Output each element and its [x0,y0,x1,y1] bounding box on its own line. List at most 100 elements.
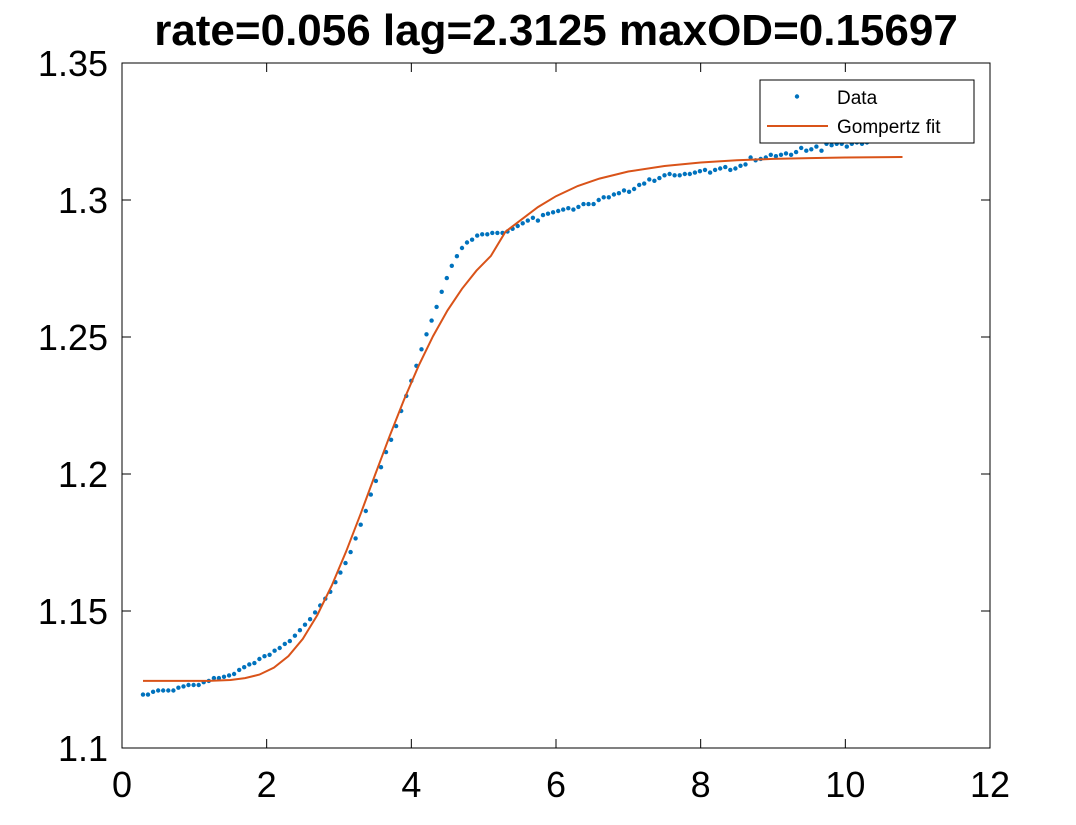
data-point [829,143,834,148]
data-point [515,223,520,229]
data-point [302,622,308,627]
data-point [520,221,525,226]
x-tick-label: 4 [401,764,421,805]
data-point [171,688,176,693]
data-point [799,145,804,151]
data-point [216,675,222,681]
data-point [535,218,541,223]
data-point [778,152,784,157]
data-point [145,692,151,697]
data-point [586,201,591,207]
data-point [495,230,500,236]
data-point [525,218,530,223]
data-point [677,173,682,178]
data-point [662,173,667,178]
data-point [556,208,561,214]
x-tick-label: 0 [112,764,132,805]
data-point [449,263,454,268]
data-point [621,188,627,193]
data-point [252,660,257,666]
data-point [186,682,191,688]
data-point [697,169,703,174]
data-point [454,254,460,259]
data-point [550,210,556,215]
data-point [196,682,201,688]
data-point [723,164,728,170]
data-point [226,673,232,678]
data-point [156,688,161,693]
data-point [743,162,748,167]
data-point [191,682,196,688]
data-point [358,522,363,527]
data-point [378,465,384,470]
data-point [601,195,606,200]
legend-label-data: Data [837,88,878,109]
data-point [718,166,723,171]
x-tick-label: 2 [257,764,277,805]
data-point [490,230,495,236]
data-point [150,689,156,694]
data-point [606,195,611,200]
data-point [561,207,566,212]
data-point [581,201,586,207]
data-point [439,289,444,294]
data-point [419,347,424,352]
data-point [657,175,662,181]
data-point [687,171,692,177]
data-point [793,149,799,155]
data-point [429,318,434,323]
data-point [272,648,277,653]
data-point [530,215,536,220]
axes: 0 2 4 6 8 10 12 1.1 1.15 1.2 1.25 1.3 1.35 [38,43,1010,805]
data-point [373,478,379,484]
data-point [682,171,687,177]
data-point [161,688,166,693]
data-point [819,148,824,153]
data-point [338,570,343,575]
data-point [485,232,490,237]
data-point [231,671,237,677]
x-tick-label: 8 [691,764,711,805]
y-tick-label: 1.3 [58,180,108,221]
data-point [434,304,439,310]
data-point [247,662,252,667]
legend-marker-data [794,94,800,99]
data-point [576,204,581,210]
data-point [343,560,348,566]
y-tick-label: 1.25 [38,317,108,358]
data-point [464,240,470,245]
data-point [297,628,303,633]
data-point [809,147,814,152]
data-point [626,189,632,194]
data-point [804,148,809,153]
data-point [540,212,546,218]
plot-area [140,134,905,697]
data-point [388,437,394,442]
data-point [571,207,576,212]
data-point [475,233,480,238]
data-point [667,171,672,177]
data-point [591,201,596,207]
data-point [545,211,551,216]
data-point [166,688,171,693]
data-point [652,178,657,183]
data-point [353,536,358,541]
data-point [788,152,794,157]
legend: Data Gompertz fit [759,79,975,144]
data-point [257,656,262,662]
y-tick-label: 1.1 [58,728,108,769]
fit-line [143,156,903,682]
data-point [702,167,708,173]
data-point [773,154,779,159]
data-point [748,155,753,160]
data-point [292,633,298,638]
y-tick-label: 1.2 [58,454,108,495]
data-point [444,275,449,281]
data-point [692,170,698,175]
data-point [844,144,849,149]
data-point [672,173,677,178]
data-point [596,197,601,203]
x-tick-label: 12 [970,764,1010,805]
